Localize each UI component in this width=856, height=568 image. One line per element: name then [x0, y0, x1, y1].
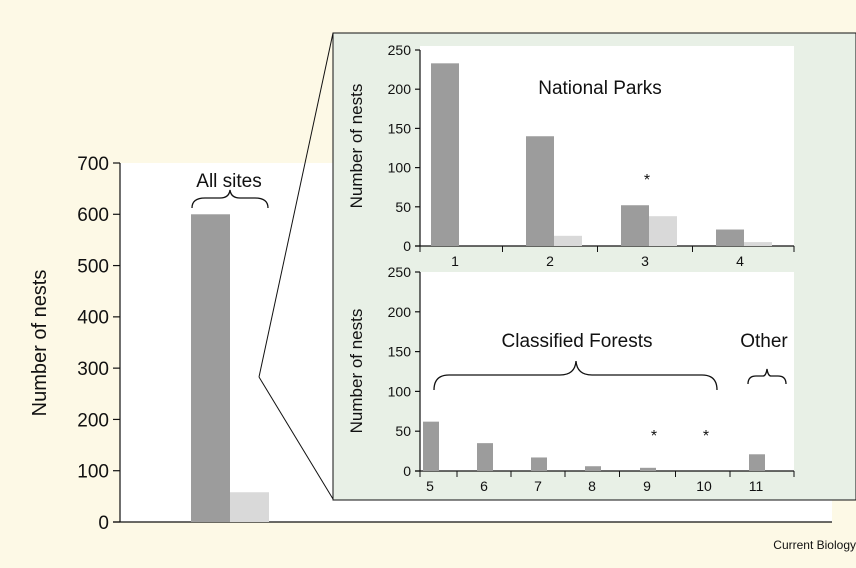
cf-x-tick-label-7: 7 — [534, 478, 542, 494]
cf-x-tick-label-11: 11 — [749, 478, 764, 494]
np-y-tick-label-250: 250 — [388, 42, 412, 58]
main-bar-s1-1 — [191, 214, 230, 523]
cf-x-tick-label-8: 8 — [588, 478, 596, 494]
national-parks-label: National Parks — [538, 78, 662, 99]
classified-forests-bracket — [433, 360, 718, 391]
np-x-tick-label-1: 1 — [451, 253, 459, 269]
cf-significance-marker-10: * — [703, 428, 709, 445]
cf-significance-marker-9: * — [651, 428, 657, 445]
np-y-tick-label-200: 200 — [388, 81, 412, 97]
national-parks-axes: 0 50 100 150 200 250 1 2 3 4 * — [388, 42, 795, 269]
np-x-tick-label-4: 4 — [736, 253, 744, 269]
cf-y-tick-label-100: 100 — [388, 383, 412, 399]
np-y-tick-label-150: 150 — [388, 120, 412, 136]
main-y-tick-label-500: 500 — [77, 256, 109, 277]
np-x-tick-label-3: 3 — [641, 253, 649, 269]
cf-x-tick-label-6: 6 — [480, 478, 488, 494]
classified-forests-bars — [423, 421, 765, 471]
national-parks-y-axis-label: Number of nests — [347, 84, 366, 209]
main-y-tick-label-200: 200 — [77, 410, 109, 431]
cf-y-tick-label-250: 250 — [388, 264, 412, 280]
main-bars — [191, 214, 269, 523]
other-label: Other — [740, 331, 788, 352]
np-bar-s2-4 — [744, 242, 772, 246]
cf-bar-s1-11 — [749, 454, 765, 471]
np-y-tick-label-0: 0 — [403, 238, 411, 254]
main-y-tick-label-700: 700 — [77, 154, 109, 175]
cf-bar-s1-8 — [585, 466, 601, 471]
np-x-tick-label-2: 2 — [546, 253, 554, 269]
inset-bottom-plot-background — [420, 272, 794, 471]
classified-forests-label: Classified Forests — [502, 331, 653, 352]
np-bar-s2-2 — [554, 235, 582, 246]
other-bracket — [747, 368, 787, 385]
cf-x-tick-label-5: 5 — [426, 478, 434, 494]
national-parks-bars — [431, 63, 772, 246]
main-y-tick-label-400: 400 — [77, 308, 109, 329]
np-y-tick-label-100: 100 — [388, 160, 412, 176]
main-y-axis-label: Number of nests — [29, 270, 51, 417]
np-y-tick-label-50: 50 — [395, 199, 411, 215]
main-bar-s2-1 — [230, 492, 269, 522]
cf-bar-s1-9 — [640, 467, 656, 471]
np-bar-s1-4 — [716, 229, 744, 246]
cf-x-tick-label-9: 9 — [643, 478, 651, 494]
main-y-tick-label-600: 600 — [77, 205, 109, 226]
np-significance-marker-3: * — [644, 172, 650, 189]
cf-bar-s1-5 — [423, 421, 439, 471]
np-bar-s1-1 — [431, 63, 459, 246]
leader-line-bottom — [258, 376, 334, 500]
cf-bar-s1-6 — [477, 443, 493, 471]
cf-x-tick-label-10: 10 — [696, 478, 712, 494]
main-y-tick-label-300: 300 — [77, 359, 109, 380]
inset-top-plot-background — [420, 46, 794, 246]
np-bar-s1-2 — [526, 136, 554, 246]
cf-y-tick-label-50: 50 — [395, 423, 411, 439]
main-y-tick-label-100: 100 — [77, 462, 109, 483]
cf-y-tick-label-200: 200 — [388, 304, 412, 320]
np-bar-s2-3 — [649, 216, 677, 246]
leader-line-top — [258, 32, 334, 378]
np-bar-s1-3 — [621, 205, 649, 246]
cf-y-tick-label-150: 150 — [388, 344, 412, 360]
cf-bar-s1-7 — [531, 457, 547, 471]
cf-y-tick-label-0: 0 — [403, 463, 411, 479]
credit-label: Current Biology — [773, 538, 856, 552]
all-sites-bracket — [191, 189, 269, 209]
all-sites-label: All sites — [196, 171, 261, 192]
classified-forests-y-axis-label: Number of nests — [347, 309, 366, 434]
main-y-tick-label-0: 0 — [98, 513, 109, 534]
